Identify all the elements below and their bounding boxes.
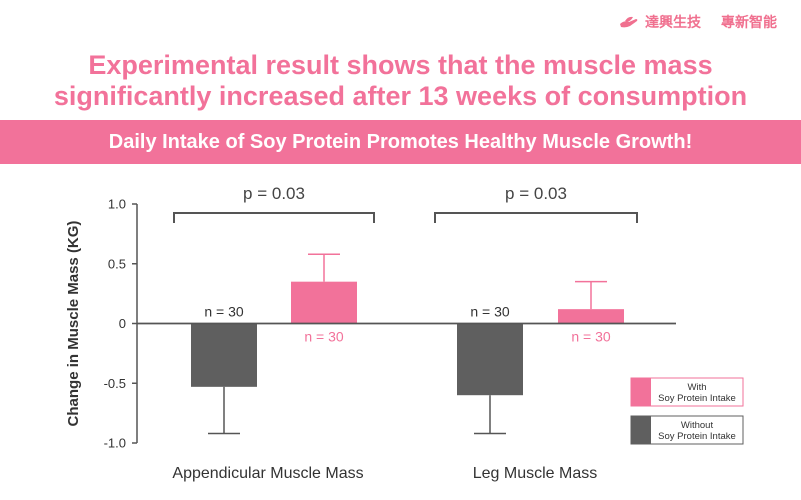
headline-line-1: Experimental result shows that the muscl… xyxy=(88,50,713,80)
bar-without-soy xyxy=(457,323,523,396)
y-tick-label: 0.5 xyxy=(108,256,126,271)
brand-name-right: 專新智能 xyxy=(721,15,777,31)
x-category-label: Appendicular Muscle Mass xyxy=(172,465,363,482)
legend-label: Soy Protein Intake xyxy=(658,431,736,442)
headline: Experimental result shows that the muscl… xyxy=(0,50,801,112)
legend-label: Soy Protein Intake xyxy=(658,393,736,404)
y-axis-label: Change in Muscle Mass (KG) xyxy=(65,221,82,427)
n-label-with-soy: n = 30 xyxy=(304,329,344,345)
bar-with-soy xyxy=(558,309,624,324)
headline-line-2: significantly increased after 13 weeks o… xyxy=(53,81,748,111)
brand-name-left: 達興生技 xyxy=(645,15,701,31)
brand-logo: 達興生技 專新智能 xyxy=(619,12,777,32)
y-tick-label: -1.0 xyxy=(104,436,126,451)
n-label-with-soy: n = 30 xyxy=(571,329,611,345)
hand-leaf-icon xyxy=(620,16,638,28)
p-value-label: p = 0.03 xyxy=(243,184,305,203)
n-label-without-soy: n = 30 xyxy=(204,304,244,320)
x-category-label: Leg Muscle Mass xyxy=(473,465,598,482)
banner: Daily Intake of Soy Protein Promotes Hea… xyxy=(0,120,801,164)
y-tick-label: 1.0 xyxy=(108,197,126,212)
legend-swatch xyxy=(631,378,651,406)
banner-text: Daily Intake of Soy Protein Promotes Hea… xyxy=(108,130,693,153)
bar-with-soy xyxy=(291,281,357,324)
bar-without-soy xyxy=(191,323,257,387)
significance-bracket xyxy=(434,212,638,223)
legend-swatch xyxy=(631,416,651,444)
y-tick-label: 0 xyxy=(119,316,126,331)
p-value-label: p = 0.03 xyxy=(505,184,567,203)
legend-label: With xyxy=(688,382,707,393)
y-tick-label: -0.5 xyxy=(104,376,126,391)
significance-bracket xyxy=(173,212,375,223)
n-label-without-soy: n = 30 xyxy=(470,304,510,320)
legend-label: Without xyxy=(681,420,714,431)
